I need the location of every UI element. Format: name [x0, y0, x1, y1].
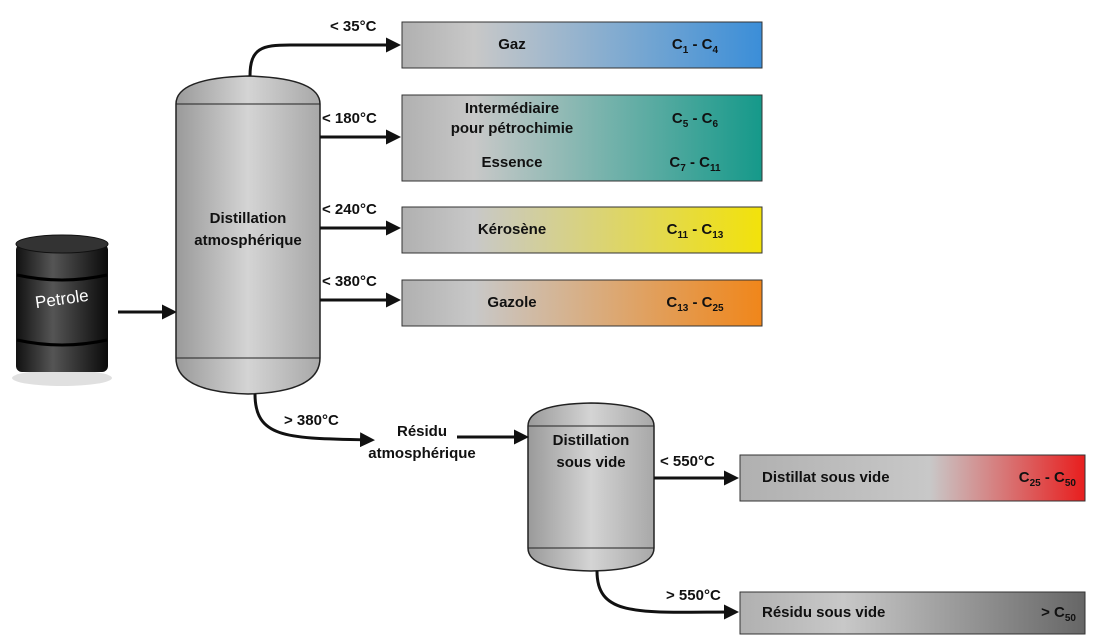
carbon-range: C25 - C50 [1019, 469, 1077, 489]
subscript: 7 [680, 163, 686, 174]
carbon-range: C11 - C13 [667, 221, 724, 241]
barrel [12, 234, 112, 386]
carbon-range: C1 - C4 [672, 36, 719, 56]
subscript: 5 [683, 119, 689, 130]
subscript: 25 [713, 303, 725, 314]
subscript: 50 [1065, 478, 1077, 489]
carbon-range: C7 - C11 [669, 154, 721, 174]
arrow [595, 570, 739, 620]
temperature: > 380°C [284, 412, 339, 429]
range-text: - C [686, 154, 710, 171]
product-name: Kérosène [478, 221, 546, 238]
range-text: - C [688, 36, 712, 53]
subscript: 4 [713, 45, 719, 56]
residue-label: atmosphérique [368, 445, 476, 462]
temperature: < 35°C [330, 18, 377, 35]
carbon-range: > C50 [1041, 604, 1076, 624]
column-label: atmosphérique [194, 232, 302, 249]
carbon-range: C5 - C6 [672, 110, 719, 130]
range-text: C [666, 294, 677, 311]
subscript: 50 [1065, 613, 1077, 624]
column [527, 402, 655, 572]
range-text: - C [688, 294, 712, 311]
residue-label: Résidu [397, 423, 447, 440]
column-label: Distillation [210, 210, 287, 227]
product-box [739, 591, 1086, 635]
range-text: C [667, 221, 678, 238]
product-box [401, 206, 763, 254]
product-name: Résidu sous vide [762, 604, 885, 621]
temperature: < 380°C [322, 273, 377, 290]
subscript: 13 [712, 230, 724, 241]
range-text: - C [1041, 469, 1065, 486]
product-box [739, 454, 1086, 502]
arrow [248, 37, 401, 77]
product-name: Gaz [498, 36, 526, 53]
subscript: 25 [1030, 478, 1042, 489]
temperature: < 180°C [322, 110, 377, 127]
arrow [253, 393, 375, 448]
temperature: < 550°C [660, 453, 715, 470]
subscript: 13 [677, 303, 689, 314]
column-label: sous vide [556, 454, 625, 471]
product-name: Distillat sous vide [762, 469, 890, 486]
range-text: > C [1041, 604, 1065, 621]
product-name: Intermédiaire [465, 100, 559, 117]
range-text: C [672, 110, 683, 127]
product-box [401, 94, 763, 182]
subscript: 11 [677, 230, 688, 241]
carbon-range: C13 - C25 [666, 294, 724, 314]
range-text: C [1019, 469, 1030, 486]
temperature: > 550°C [666, 587, 721, 604]
subscript: 11 [710, 163, 721, 174]
product-box [401, 21, 763, 69]
arrow [320, 135, 398, 302]
range-text: - C [688, 221, 712, 238]
range-text: C [672, 36, 683, 53]
subscript: 1 [683, 45, 689, 56]
column-label: Distillation [553, 432, 630, 449]
product-box [401, 279, 763, 327]
range-text: C [669, 154, 680, 171]
product-name: Gazole [487, 294, 536, 311]
subscript: 6 [713, 119, 719, 130]
product-name: Essence [482, 154, 543, 171]
range-text: - C [688, 110, 712, 127]
product-name: pour pétrochimie [451, 120, 574, 137]
temperature: < 240°C [322, 201, 377, 218]
